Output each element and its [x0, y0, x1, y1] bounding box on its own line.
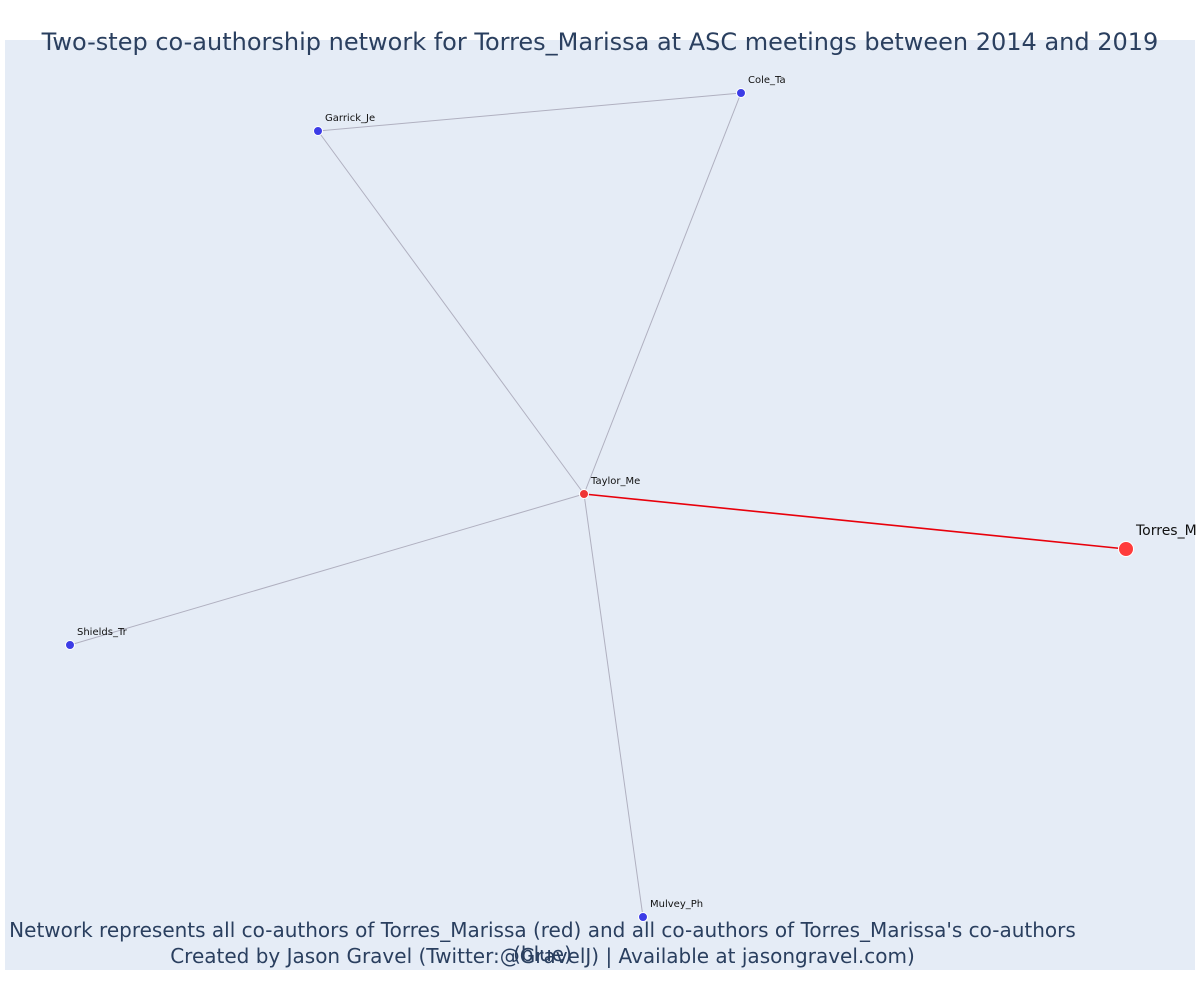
nodes-layer: Cole_Ta Garrick_Je Taylor_Me Torres_M Shield…: [65, 75, 1197, 922]
node-label: Torres_M: [1135, 523, 1197, 539]
node-label: Garrick_Je: [325, 113, 375, 124]
node-Cole_Ta[interactable]: Cole_Ta: [736, 75, 786, 98]
footer-credit: Created by Jason Gravel (Twitter:@Gravel…: [170, 944, 915, 968]
edge-Garrick_Je-Taylor_Me: [317, 130, 585, 495]
node-Torres_M[interactable]: Torres_M: [1118, 523, 1197, 557]
node-marker[interactable]: [736, 88, 746, 98]
node-Taylor_Me[interactable]: Taylor_Me: [579, 476, 641, 499]
node-label: Mulvey_Ph: [650, 899, 703, 910]
node-marker[interactable]: [65, 640, 75, 650]
node-marker[interactable]: [638, 912, 648, 922]
node-Mulvey_Ph[interactable]: Mulvey_Ph: [638, 899, 704, 922]
edge-Taylor_Me-Torres_M: [583, 493, 1127, 550]
node-marker[interactable]: [313, 126, 323, 136]
edge-Mulvey_Ph-Taylor_Me: [583, 493, 644, 918]
plot-area: [5, 40, 1195, 970]
edge-Cole_Ta-Taylor_Me: [583, 92, 742, 495]
node-label: Shields_Tr: [77, 627, 128, 638]
node-marker[interactable]: [1118, 541, 1134, 557]
edge-Shields_Tr-Taylor_Me: [69, 493, 585, 646]
footer-caption: Network represents all co-authors of Tor…: [9, 918, 1076, 966]
node-Garrick_Je[interactable]: Garrick_Je: [313, 113, 376, 136]
node-label: Cole_Ta: [748, 75, 786, 86]
chart-title: Two-step co-authorship network for Torre…: [41, 28, 1159, 56]
node-marker[interactable]: [579, 489, 589, 499]
node-Shields_Tr[interactable]: Shields_Tr: [65, 627, 128, 650]
edge-Garrick_Je-Cole_Ta: [317, 92, 742, 132]
node-label: Taylor_Me: [590, 476, 640, 487]
edges-layer: [69, 92, 1127, 918]
